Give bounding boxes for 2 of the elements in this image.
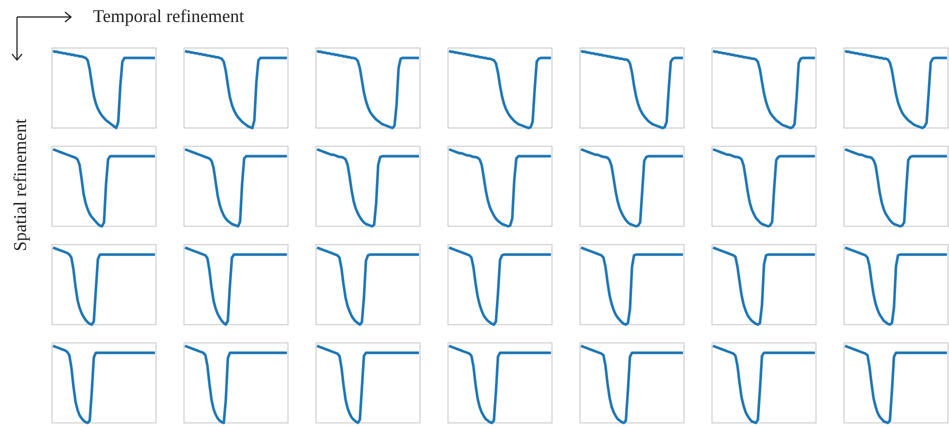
text: Spatial refinement xyxy=(10,118,30,252)
text: Temporal refinement xyxy=(93,6,244,26)
